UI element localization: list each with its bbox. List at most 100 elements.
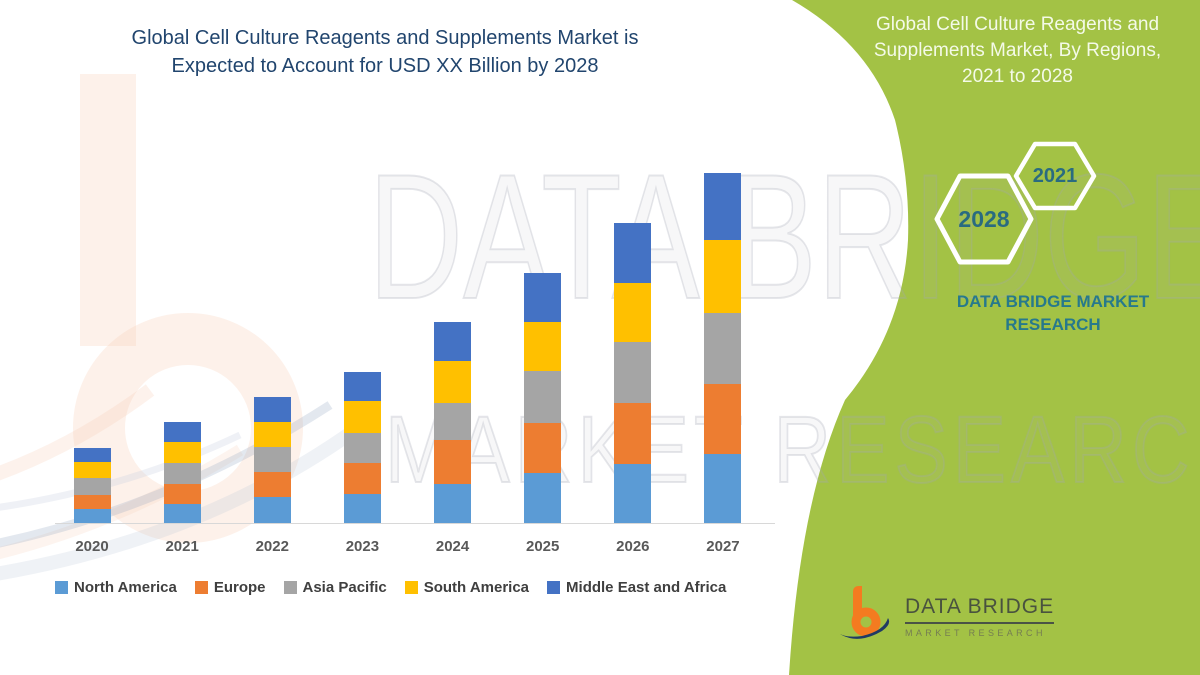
bar-segment-north-america bbox=[163, 503, 201, 523]
legend-label: North America bbox=[74, 579, 177, 596]
bar-segment-asia-pacific bbox=[253, 447, 291, 472]
data-bridge-logo-icon bbox=[840, 586, 890, 639]
logo-tagline: MARKET RESEARCH bbox=[905, 628, 1046, 638]
legend-swatch bbox=[55, 581, 68, 594]
bar-segment-middle-east-and-africa bbox=[434, 322, 472, 361]
plot-area bbox=[55, 159, 775, 524]
hexagon-2028 bbox=[934, 173, 1034, 265]
legend-label: Middle East and Africa bbox=[566, 579, 727, 596]
brand-text-line1: DATA BRIDGE MARKET bbox=[956, 292, 1150, 311]
bar-2022 bbox=[253, 397, 291, 523]
bar-2023 bbox=[343, 371, 381, 523]
bar-segment-south-america bbox=[434, 360, 472, 403]
bar-segment-middle-east-and-africa bbox=[524, 272, 562, 322]
bar-segment-south-america bbox=[73, 461, 111, 478]
bar-segment-asia-pacific bbox=[343, 433, 381, 463]
bar-segment-north-america bbox=[73, 508, 111, 523]
bar-segment-europe bbox=[253, 472, 291, 497]
logo-b-bowl bbox=[851, 607, 881, 637]
bar-segment-europe bbox=[434, 439, 472, 484]
hexagon-2021 bbox=[1013, 141, 1097, 211]
logo-texts: DATA BRIDGE MARKET RESEARCH bbox=[905, 595, 1055, 638]
bar-segment-middle-east-and-africa bbox=[253, 397, 291, 422]
bar-segment-asia-pacific bbox=[163, 462, 201, 484]
bar-segment-middle-east-and-africa bbox=[343, 371, 381, 401]
bar-2026 bbox=[614, 222, 652, 523]
legend-item-asia-pacific: Asia Pacific bbox=[283, 579, 387, 596]
bar-segment-north-america bbox=[524, 473, 562, 523]
watermark-b-stem bbox=[80, 74, 136, 346]
x-axis-label-2026: 2026 bbox=[616, 538, 650, 555]
legend: North America Europe Asia Pacific South Ame… bbox=[55, 579, 775, 596]
bar-segment-asia-pacific bbox=[73, 478, 111, 495]
bar-segment-north-america bbox=[343, 493, 381, 523]
logo-brand-name: DATA BRIDGE bbox=[905, 595, 1055, 624]
bar-segment-asia-pacific bbox=[614, 341, 652, 403]
legend-item-middle-east-and-africa: Middle East and Africa bbox=[547, 579, 726, 596]
legend-item-south-america: South America bbox=[404, 579, 530, 596]
side-panel-title: Global Cell Culture Reagents and Supplem… bbox=[845, 12, 1190, 90]
bar-segment-middle-east-and-africa bbox=[73, 448, 111, 462]
bar-segment-middle-east-and-africa bbox=[163, 422, 201, 442]
bar-segment-asia-pacific bbox=[434, 403, 472, 440]
legend-item-north-america: North America bbox=[55, 579, 177, 596]
hexagon-2021-label: 2021 bbox=[1032, 165, 1078, 187]
bar-segment-europe bbox=[343, 463, 381, 494]
bar-segment-north-america bbox=[253, 497, 291, 523]
bar-segment-europe bbox=[73, 494, 111, 509]
x-axis-labels: 2020 2021 2022 2023 2024 2025 2026 2027 bbox=[55, 538, 770, 560]
bar-segment-south-america bbox=[253, 422, 291, 447]
bar-segment-middle-east-and-africa bbox=[614, 222, 652, 283]
brand-text-line2: RESEARCH bbox=[1005, 315, 1101, 334]
legend-swatch bbox=[194, 581, 208, 594]
bar-2024 bbox=[434, 322, 472, 523]
bar-segment-south-america bbox=[163, 442, 201, 463]
x-axis-label-2025: 2025 bbox=[526, 538, 560, 555]
legend-swatch bbox=[404, 581, 418, 594]
legend-label: South America bbox=[423, 579, 530, 596]
bar-segment-south-america bbox=[704, 240, 742, 313]
x-axis-label-2027: 2027 bbox=[706, 538, 740, 555]
chart-title-line2: Expected to Account for USD XX Billion b… bbox=[171, 55, 599, 77]
x-axis-line bbox=[55, 523, 775, 524]
bar-segment-south-america bbox=[343, 400, 381, 433]
bar-segment-europe bbox=[524, 423, 562, 473]
brand-text: DATA BRIDGE MARKET RESEARCH bbox=[920, 290, 1186, 336]
logo-swoosh bbox=[840, 618, 890, 639]
bar-segment-north-america bbox=[704, 454, 742, 523]
bar-2027 bbox=[704, 172, 742, 523]
bar-segment-middle-east-and-africa bbox=[704, 172, 742, 240]
bar-segment-south-america bbox=[524, 322, 562, 371]
hexagon-2028-label: 2028 bbox=[958, 206, 1010, 232]
x-axis-label-2020: 2020 bbox=[75, 538, 109, 555]
watermark-text-line1: DATA BRIDGE bbox=[367, 137, 1200, 336]
legend-item-europe: Europe bbox=[194, 579, 266, 596]
chart-title: Global Cell Culture Reagents and Supplem… bbox=[70, 24, 700, 80]
bar-segment-asia-pacific bbox=[704, 312, 742, 384]
bar-segment-asia-pacific bbox=[524, 370, 562, 423]
watermark-arc-blue-3 bbox=[0, 431, 242, 511]
bar-2020 bbox=[73, 448, 111, 523]
legend-label: Europe bbox=[213, 579, 266, 596]
watermark-arc-peach-1 bbox=[0, 384, 155, 481]
chart-title-line1: Global Cell Culture Reagents and Supplem… bbox=[131, 27, 639, 49]
bar-segment-europe bbox=[614, 403, 652, 464]
side-panel-title-line1: Global Cell Culture Reagents and bbox=[875, 14, 1160, 35]
bar-segment-europe bbox=[704, 384, 742, 454]
watermark-text-line2: MARKET RESEARCH bbox=[384, 397, 1200, 503]
legend-swatch bbox=[283, 581, 297, 594]
green-panel-shape bbox=[789, 0, 1200, 675]
footer-logo: DATA BRIDGE MARKET RESEARCH bbox=[838, 584, 1055, 644]
side-panel-title-line2: Supplements Market, By Regions, bbox=[873, 40, 1162, 61]
bar-segment-north-america bbox=[434, 483, 472, 523]
x-axis-label-2022: 2022 bbox=[255, 538, 289, 555]
x-axis-label-2023: 2023 bbox=[345, 538, 380, 555]
x-axis-label-2024: 2024 bbox=[435, 538, 470, 555]
legend-swatch bbox=[547, 581, 561, 594]
bar-segment-north-america bbox=[614, 463, 652, 523]
bar-segment-south-america bbox=[614, 283, 652, 342]
legend-label: Asia Pacific bbox=[302, 579, 387, 596]
